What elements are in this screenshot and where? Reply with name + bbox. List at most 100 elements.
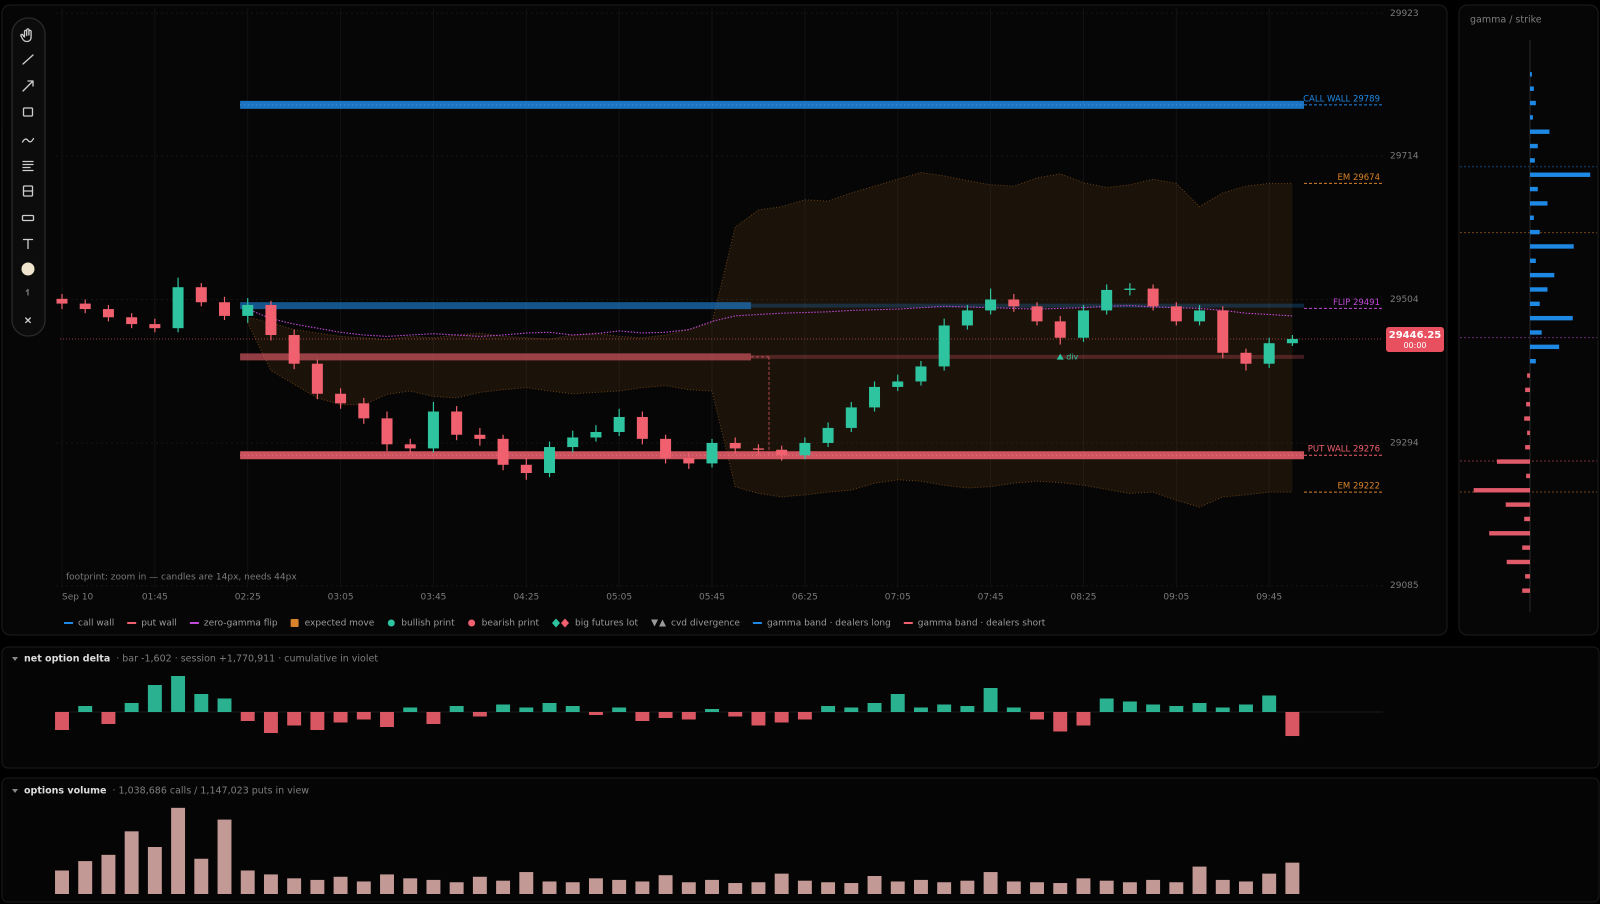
bar [1099,880,1114,894]
candle-body [985,299,997,311]
bar [263,874,278,894]
candle-body [683,457,695,464]
bar [983,688,998,712]
bar [542,703,557,712]
bar [1122,882,1137,894]
gamma-bar [1530,143,1538,149]
bar [1285,712,1300,737]
candle-body [102,309,114,318]
legend-item: gamma band · dealers long [752,619,891,629]
bar [890,881,905,894]
bar [310,712,325,730]
gamma-bar [1530,358,1536,364]
bar [588,712,603,715]
divergence-label: div [1066,353,1078,362]
candle-body [776,449,788,456]
candle-body [1240,352,1252,364]
tool-hand[interactable] [20,28,32,43]
candle-body [752,448,764,450]
candle-body [1217,310,1229,353]
bar [1030,712,1044,720]
bar [890,694,905,712]
bar [751,882,766,894]
tool-box[interactable] [22,185,34,197]
legend-swatch [659,619,667,627]
tool-text[interactable] [22,238,34,250]
gamma-band-thin [751,303,1305,308]
legend-swatch [290,619,299,627]
legend-swatch [387,619,395,627]
x-tick-label: 05:05 [606,593,632,603]
gamma-bar [1530,86,1534,91]
panel-title: net option delta [24,654,110,665]
bar [913,879,928,894]
bar [380,712,394,727]
price-tag-countdown: 00:00 [1403,341,1426,350]
bar [333,876,348,894]
gamma-bar [1527,373,1530,378]
x-tick-label: 06:25 [792,593,818,603]
bar [1239,881,1253,894]
bar [821,882,836,894]
toolbar [11,17,46,337]
tool-color[interactable] [21,262,35,276]
bar [681,712,696,720]
bar [194,858,209,894]
tool-rectangle[interactable] [22,107,34,117]
level-label: EM 29222 [1338,482,1380,492]
collapse-chevron [12,789,18,793]
gamma-bar [1506,559,1530,565]
bar [124,703,139,712]
legend-item: expected move [290,619,375,629]
bar [612,879,627,894]
bar [1169,706,1184,712]
candle-body [1077,310,1089,338]
y-tick-label: 29923 [1390,9,1419,19]
tool-ruler[interactable] [21,214,35,222]
bar [78,706,93,712]
bar [1215,879,1230,894]
gamma-bar [1526,402,1530,407]
price-tag [1386,326,1444,352]
tool-arrow[interactable] [22,80,34,92]
bar [472,876,487,894]
bar [147,685,162,712]
bar [124,831,139,894]
bar [913,707,928,712]
x-tick-label: 02:25 [235,593,261,603]
gamma-bar [1530,258,1536,263]
legend-swatch [552,618,560,628]
y-tick-label: 29085 [1390,581,1419,591]
tool-line[interactable] [22,54,34,65]
gamma-bar [1522,545,1530,550]
gamma-bar [1530,229,1540,235]
tool-clear[interactable] [25,317,31,324]
gamma-bar [1530,315,1573,321]
bar [705,709,719,712]
bar [287,712,302,726]
bar [101,712,116,724]
tool-magnet[interactable] [25,288,29,296]
zero-gamma-line [247,305,1293,337]
bar [542,881,557,894]
gamma-panel [1458,4,1599,636]
bar [565,882,580,894]
candle-body [1170,306,1182,322]
x-tick-label: 09:05 [1163,593,1189,603]
bar [449,706,464,712]
gamma-bar [1530,344,1560,350]
bar [821,706,836,712]
bar [449,882,464,894]
bar [1122,701,1137,712]
gamma-bar [1530,100,1536,106]
legend-label: zero-gamma flip [204,619,278,629]
gamma-bar [1530,72,1532,77]
x-tick-label: 01:45 [142,593,168,603]
legend-label: gamma band · dealers short [918,619,1046,629]
tool-text-lines[interactable] [22,160,34,172]
candle-body [1263,343,1275,364]
candle-body [172,287,184,329]
tool-curve[interactable] [21,137,35,143]
gamma-bar [1530,129,1550,134]
